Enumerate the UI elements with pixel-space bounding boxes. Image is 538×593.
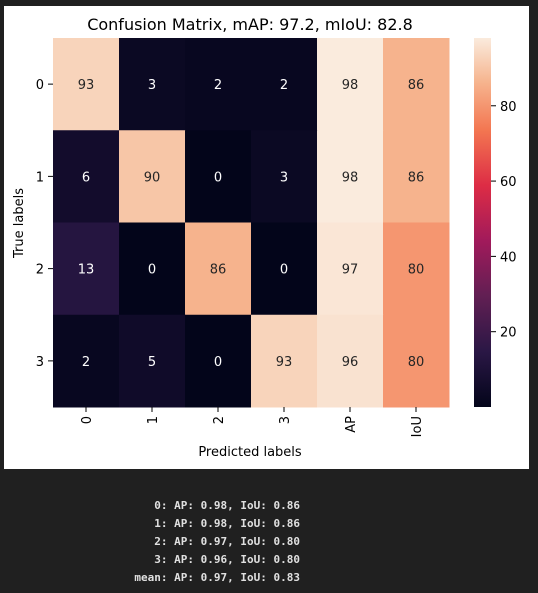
cell-value-label: 86 [408, 78, 425, 93]
cell-value-label: 93 [276, 355, 293, 370]
cell-value-label: 98 [342, 78, 359, 93]
colorbar [474, 38, 491, 407]
heatmap-cell [53, 222, 120, 316]
heatmap-cell [317, 222, 384, 316]
cell-value-label: 0 [148, 263, 156, 278]
y-tick-label: 1 [36, 170, 44, 185]
colorbar-ticks: 20 40 60 80 [491, 100, 517, 341]
heatmap-cell [119, 38, 186, 131]
cell-value-label: 2 [280, 78, 288, 93]
cell-value-label: 90 [144, 170, 161, 185]
y-tick-label: 2 [36, 263, 44, 278]
heatmap-cell [251, 222, 318, 316]
console-output: 0: AP: 0.98, IoU: 0.86 1: AP: 0.98, IoU: … [0, 497, 300, 587]
x-tick-label: AP [344, 416, 359, 433]
heatmap-cell [383, 222, 450, 316]
colorbar-tick-label: 60 [500, 175, 517, 190]
heatmap-cell [185, 222, 252, 316]
heatmap-cell [53, 314, 120, 408]
heatmap-cell [317, 130, 384, 223]
cell-value-label: 0 [214, 355, 222, 370]
confusion-matrix-chart: Confusion Matrix, mAP: 97.2, mIoU: 82.8 … [12, 15, 517, 460]
heatmap-cell [251, 38, 318, 131]
cell-value-label: 5 [148, 355, 156, 370]
y-tick-labels: 0 1 2 3 [36, 78, 53, 370]
heatmap-cell [185, 314, 252, 408]
heatmap-cell [185, 130, 252, 223]
heatmap-cell [383, 130, 450, 223]
cell-value-label: 93 [78, 78, 95, 93]
figure-panel: Confusion Matrix, mAP: 97.2, mIoU: 82.8 … [4, 6, 529, 469]
cell-value-label: 97 [342, 263, 359, 278]
cell-value-label: 96 [342, 355, 359, 370]
cell-value-label: 86 [408, 170, 425, 185]
heatmap-cell [251, 314, 318, 408]
heatmap-cell [119, 222, 186, 316]
chart-title: Confusion Matrix, mAP: 97.2, mIoU: 82.8 [87, 15, 413, 34]
colorbar-tick-label: 40 [500, 250, 517, 265]
console-line: 1: AP: 0.98, IoU: 0.86 [154, 517, 300, 530]
y-tick-label: 3 [36, 355, 44, 370]
cell-value-label: 2 [82, 355, 90, 370]
cell-value-label: 6 [82, 170, 90, 185]
cell-value-label: 80 [408, 263, 425, 278]
heatmap-cell [383, 38, 450, 131]
x-axis-label: Predicted labels [198, 445, 302, 460]
heatmap-cell [119, 314, 186, 408]
x-tick-label: 2 [212, 416, 227, 424]
console-line: mean: AP: 0.97, IoU: 0.83 [134, 571, 300, 584]
cell-value-label: 86 [210, 263, 227, 278]
console-line: 0: AP: 0.98, IoU: 0.86 [154, 499, 300, 512]
heatmap-cell [383, 314, 450, 408]
x-tick-label: IoU [410, 416, 425, 437]
cell-value-label: 98 [342, 170, 359, 185]
x-tick-label: 0 [80, 416, 95, 424]
heatmap-cell [317, 314, 384, 408]
heatmap-cell [53, 130, 120, 223]
cell-value-label: 2 [214, 78, 222, 93]
x-tick-label: 1 [146, 416, 161, 424]
y-tick-label: 0 [36, 78, 44, 93]
y-axis-label: True labels [12, 188, 27, 259]
x-tick-label: 3 [278, 416, 293, 424]
cell-value-label: 3 [148, 78, 156, 93]
cell-value-label: 0 [280, 263, 288, 278]
cell-value-label: 80 [408, 355, 425, 370]
heatmap-cell [53, 38, 120, 131]
console-line: 3: AP: 0.96, IoU: 0.80 [154, 553, 300, 566]
colorbar-tick-label: 20 [500, 326, 517, 341]
heatmap-cell [251, 130, 318, 223]
x-tick-labels: 0 1 2 3 AP IoU [80, 407, 425, 437]
console-line: 2: AP: 0.97, IoU: 0.80 [154, 535, 300, 548]
heatmap-cell [317, 38, 384, 131]
colorbar-tick-label: 80 [500, 100, 517, 115]
cell-value-label: 13 [78, 263, 95, 278]
heatmap-cell [119, 130, 186, 223]
heatmap-cells: 93 3 2 2 98 86 6 90 0 3 98 86 13 0 86 0 97 80 2 5 0 93 96 80 [53, 38, 450, 408]
heatmap-cell [185, 38, 252, 131]
cell-value-label: 3 [280, 170, 288, 185]
cell-value-label: 0 [214, 170, 222, 185]
